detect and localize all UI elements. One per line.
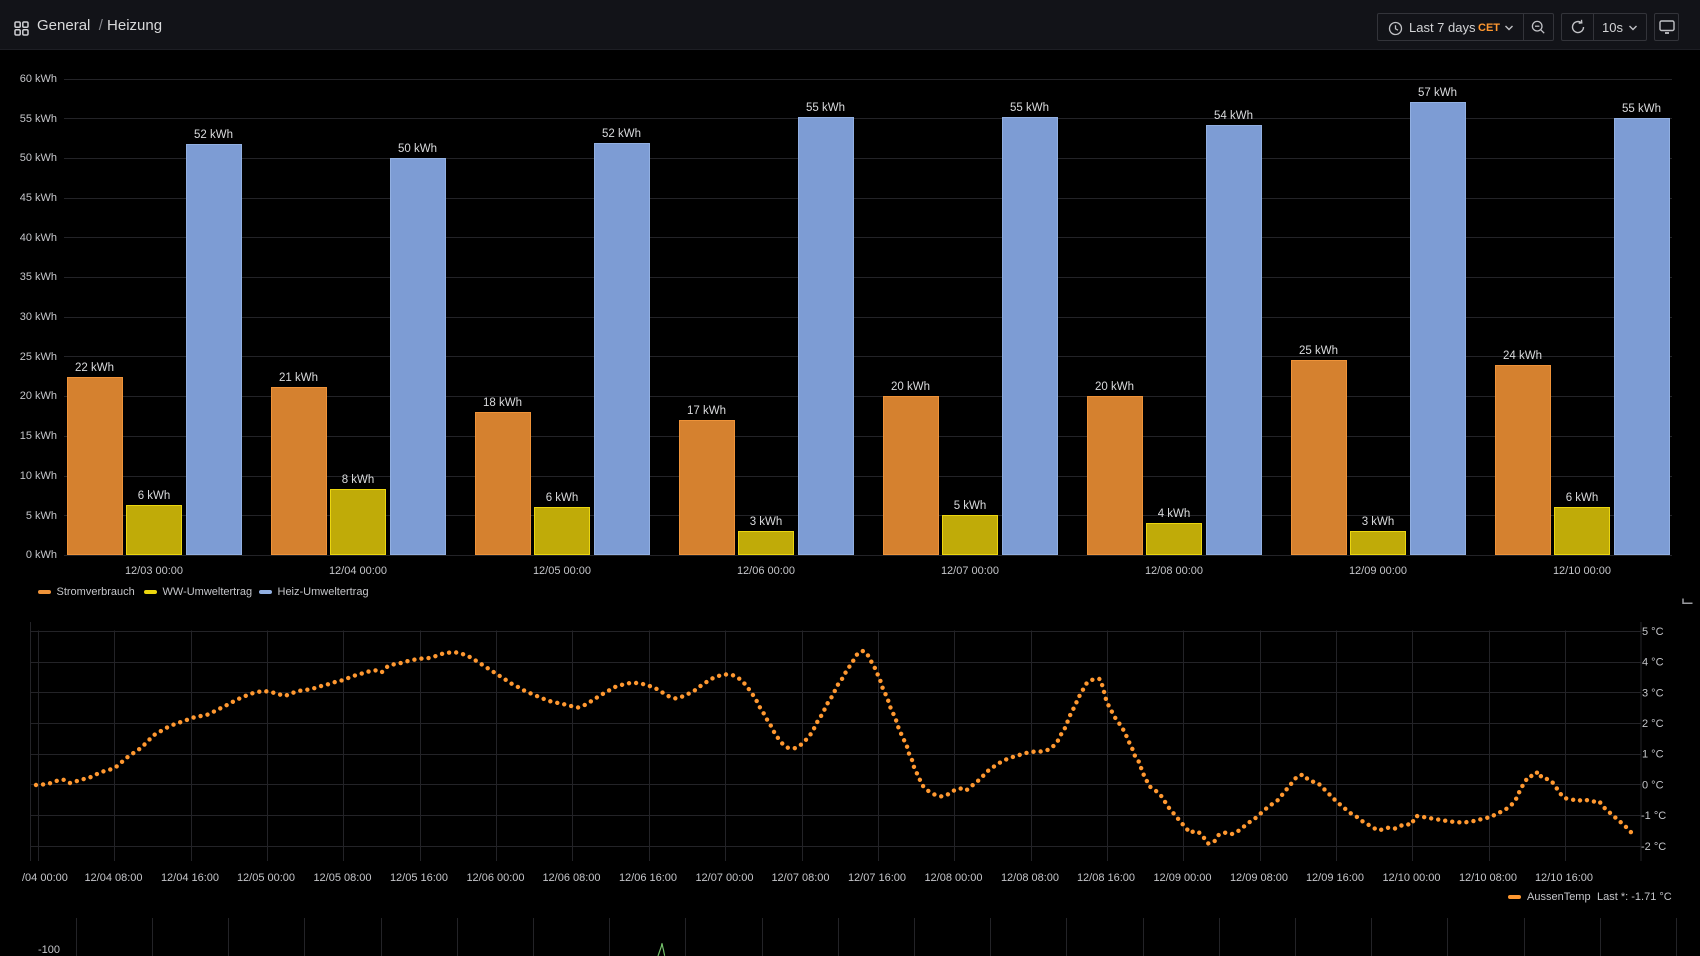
- svg-text:2 °C: 2 °C: [1642, 718, 1664, 730]
- svg-text:0 °C: 0 °C: [1642, 780, 1664, 792]
- svg-text:1 °C: 1 °C: [1642, 749, 1664, 761]
- svg-text:4 °C: 4 °C: [1642, 657, 1664, 669]
- svg-text:3 °C: 3 °C: [1642, 688, 1664, 700]
- svg-text:-1 °C: -1 °C: [1641, 810, 1666, 822]
- svg-text:5 °C: 5 °C: [1642, 626, 1664, 638]
- svg-text:-2 °C: -2 °C: [1641, 841, 1666, 853]
